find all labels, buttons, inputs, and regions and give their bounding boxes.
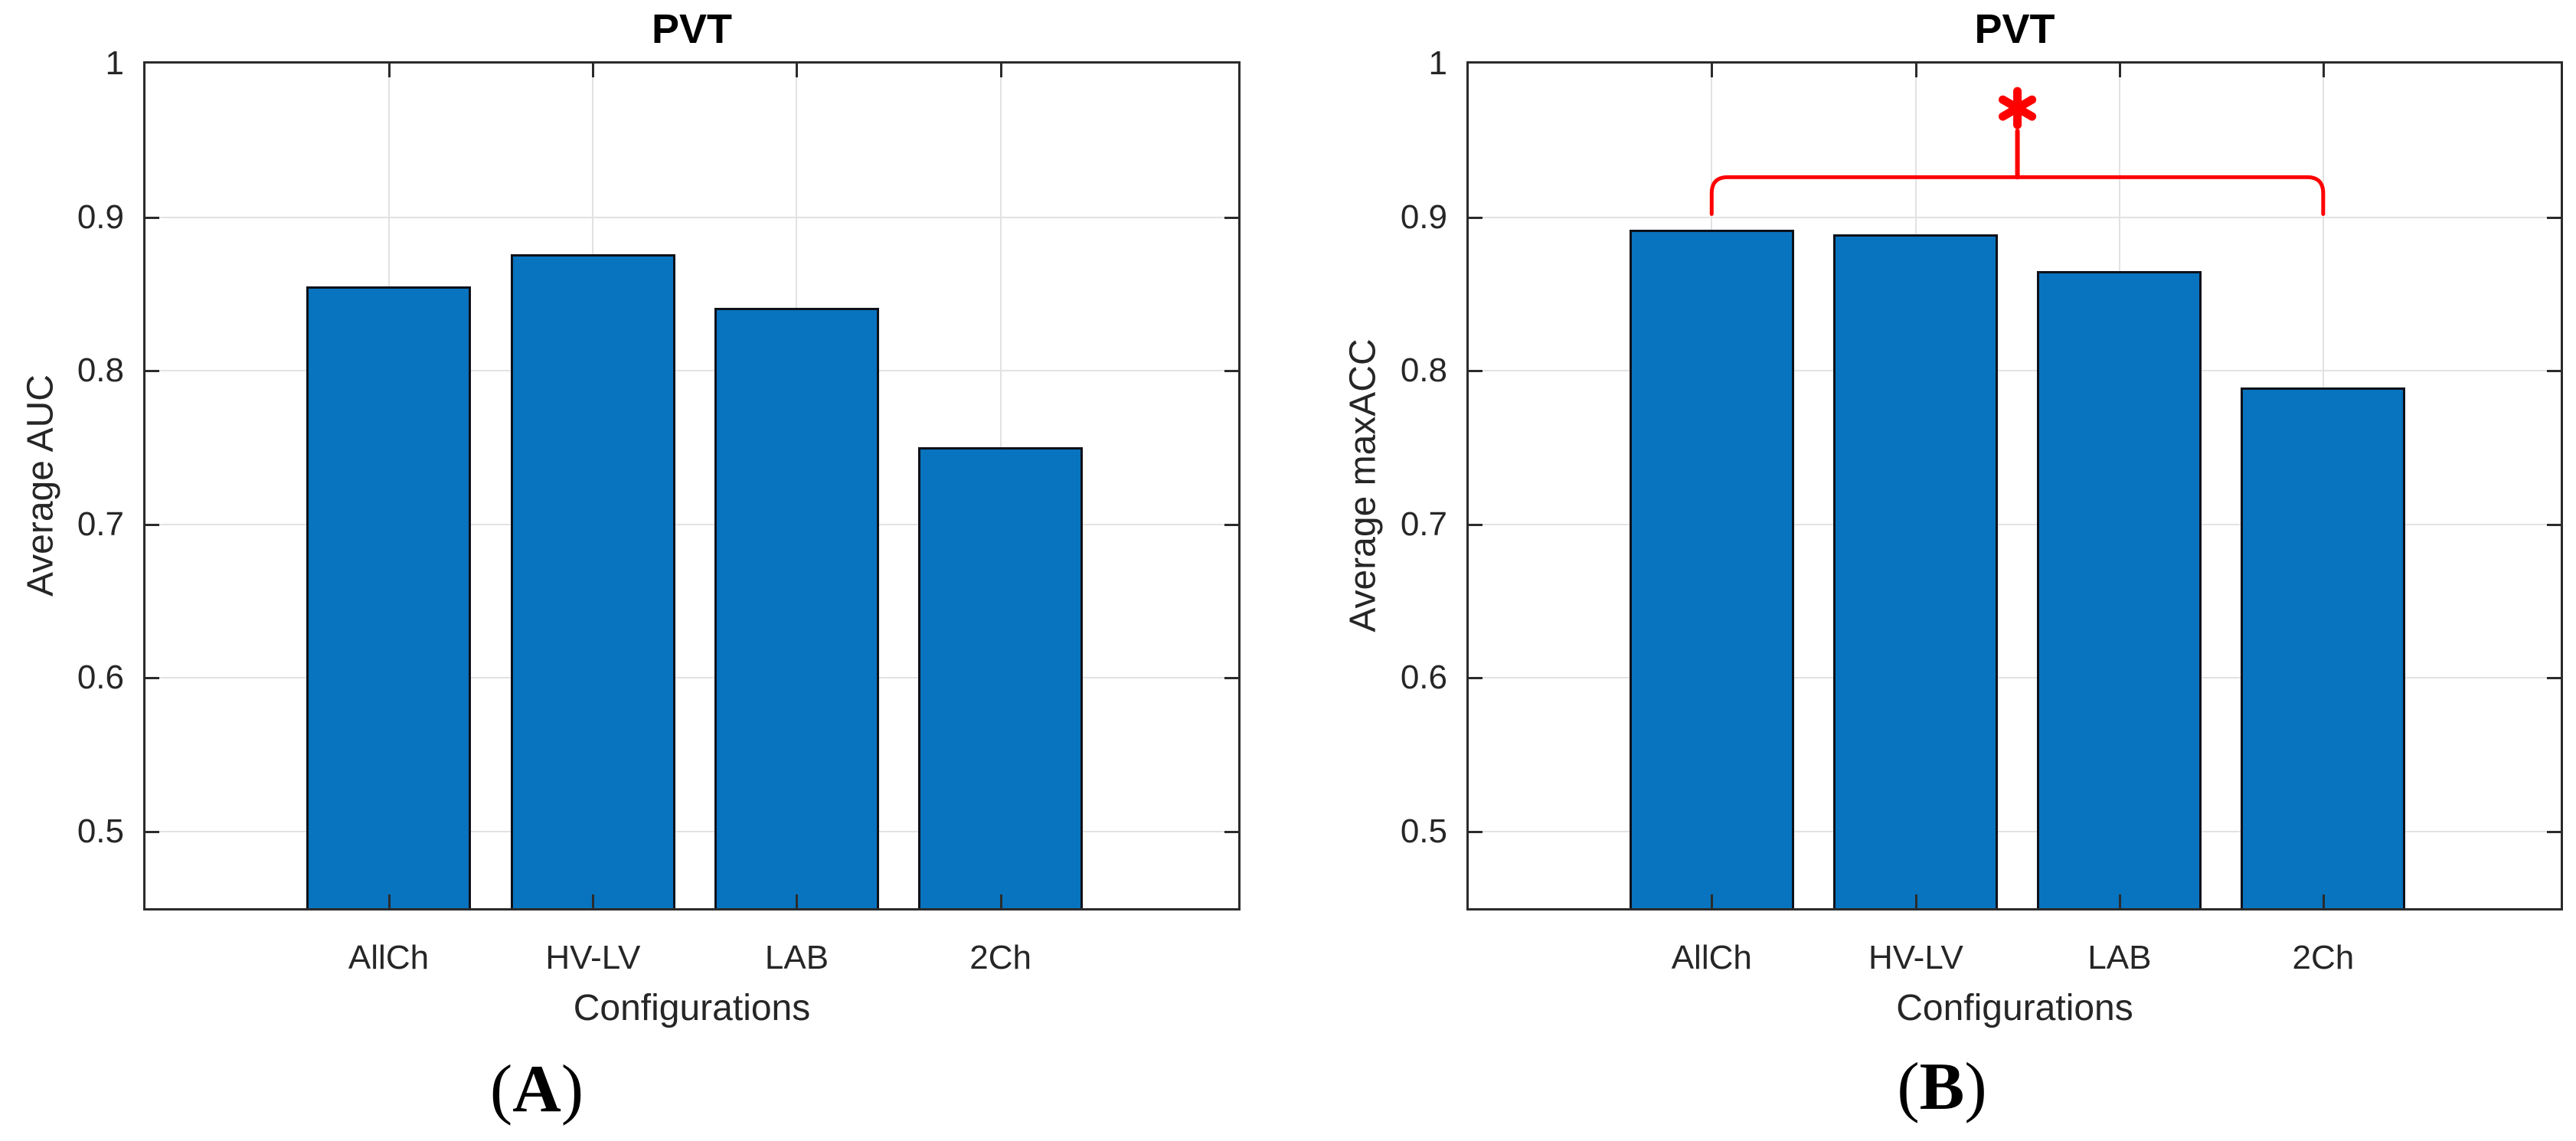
left-tick-0.8 xyxy=(1469,370,1483,373)
left-tick-0.7 xyxy=(145,523,159,526)
right-tick-0.6 xyxy=(1224,677,1238,680)
ytick-label-0.6: 0.6 xyxy=(77,659,124,697)
right-tick-0.8 xyxy=(2547,370,2561,373)
right-tick-0.5 xyxy=(1224,830,1238,833)
xtick-label-lab: LAB xyxy=(764,939,829,976)
caption-a-open-paren: ( xyxy=(489,1052,513,1126)
ytick-label-0.7: 0.7 xyxy=(77,505,124,543)
right-tick-0.5 xyxy=(2547,830,2561,833)
gridline-y-0.5 xyxy=(1469,830,2561,832)
panel-a-ylabel: Average AUC xyxy=(20,374,61,597)
right-tick-0.9 xyxy=(2547,216,2561,219)
panel-b-title: PVT xyxy=(1974,6,2055,52)
left-tick-0.5 xyxy=(145,830,159,833)
bottom-tick-LAB xyxy=(2118,894,2121,908)
ytick-label-0.5: 0.5 xyxy=(77,812,124,850)
bar-hv-lv xyxy=(1833,234,1999,908)
ytick-label-0.8: 0.8 xyxy=(1400,351,1447,390)
gridline-y-0.6 xyxy=(145,677,1238,679)
top-tick-2Ch xyxy=(2322,64,2325,77)
top-tick-LAB xyxy=(796,64,799,77)
top-tick-AllCh xyxy=(387,64,391,77)
gridline-y-0.8 xyxy=(1469,370,2561,372)
left-tick-0.5 xyxy=(1469,830,1483,833)
bottom-tick-AllCh xyxy=(1711,894,1714,908)
gridline-y-0.8 xyxy=(145,370,1238,372)
bar-2ch xyxy=(918,447,1084,908)
gridline-y-0.7 xyxy=(1469,523,2561,525)
right-tick-0.8 xyxy=(1224,370,1238,373)
xtick-label-lab: LAB xyxy=(2087,939,2152,976)
left-tick-0.7 xyxy=(1469,523,1483,526)
ytick-label-0.7: 0.7 xyxy=(1400,505,1447,543)
right-tick-0.9 xyxy=(1224,216,1238,219)
bar-2ch xyxy=(2241,387,2406,908)
top-tick-HV-LV xyxy=(592,64,595,77)
left-tick-0.6 xyxy=(145,677,159,680)
top-tick-AllCh xyxy=(1711,64,1714,77)
bottom-tick-AllCh xyxy=(387,894,391,908)
significance-bracket xyxy=(1709,175,2326,217)
gridline-y-0.6 xyxy=(1469,677,2561,679)
top-tick-2Ch xyxy=(999,64,1002,77)
xtick-label-allch: AllCh xyxy=(348,939,430,976)
bar-allch xyxy=(306,286,471,908)
panel-b-xlabel: Configurations xyxy=(1896,988,2133,1028)
bar-hv-lv xyxy=(510,253,675,908)
ytick-label-0.8: 0.8 xyxy=(77,351,124,390)
bottom-tick-HV-LV xyxy=(1914,894,1917,908)
bottom-tick-HV-LV xyxy=(592,894,595,908)
ytick-label-0.6: 0.6 xyxy=(1400,659,1447,697)
caption-b-open-paren: ( xyxy=(1897,1050,1920,1124)
right-tick-0.7 xyxy=(2547,523,2561,526)
xtick-label-2ch: 2Ch xyxy=(2292,939,2355,976)
ytick-label-0.9: 0.9 xyxy=(77,198,124,236)
left-tick-0.9 xyxy=(1469,216,1483,219)
bottom-tick-2Ch xyxy=(2322,894,2325,908)
top-tick-HV-LV xyxy=(1914,64,1917,77)
panel-a-xlabel: Configurations xyxy=(573,988,811,1028)
ytick-label-0.5: 0.5 xyxy=(1400,812,1447,850)
gridline-y-0.9 xyxy=(145,216,1238,218)
top-tick-LAB xyxy=(2118,64,2121,77)
left-tick-0.8 xyxy=(145,370,159,373)
ytick-label-1: 1 xyxy=(1428,44,1447,82)
panel-b-plot-area xyxy=(1466,61,2563,911)
gridline-y-0.9 xyxy=(1469,216,2561,218)
xtick-label-hv-lv: HV-LV xyxy=(1868,939,1963,976)
caption-b-close-paren: ) xyxy=(1964,1050,1987,1124)
ytick-label-1: 1 xyxy=(105,44,124,82)
left-tick-0.9 xyxy=(145,216,159,219)
panel-b-caption: (B) xyxy=(1897,1045,1986,1130)
caption-a-close-paren: ) xyxy=(561,1052,584,1126)
left-tick-0.6 xyxy=(1469,677,1483,680)
bar-lab xyxy=(714,307,879,908)
right-tick-0.7 xyxy=(1224,523,1238,526)
gridline-y-0.7 xyxy=(145,523,1238,525)
bar-lab xyxy=(2037,270,2202,908)
bottom-tick-2Ch xyxy=(999,894,1002,908)
ytick-label-0.9: 0.9 xyxy=(1400,198,1447,236)
bar-allch xyxy=(1629,229,1794,908)
caption-b-letter: B xyxy=(1919,1050,1965,1124)
gridline-y-0.5 xyxy=(145,830,1238,832)
panel-a-title: PVT xyxy=(651,6,733,52)
xtick-label-allch: AllCh xyxy=(1671,939,1752,976)
panel-a-plot-area xyxy=(143,61,1241,911)
right-tick-0.6 xyxy=(2547,677,2561,680)
panel-a-caption: (A) xyxy=(490,1048,584,1132)
bottom-tick-LAB xyxy=(796,894,799,908)
xtick-label-hv-lv: HV-LV xyxy=(545,939,641,976)
xtick-label-2ch: 2Ch xyxy=(969,939,1031,976)
caption-a-letter: A xyxy=(512,1052,561,1126)
significance-asterisk xyxy=(1999,87,2037,129)
